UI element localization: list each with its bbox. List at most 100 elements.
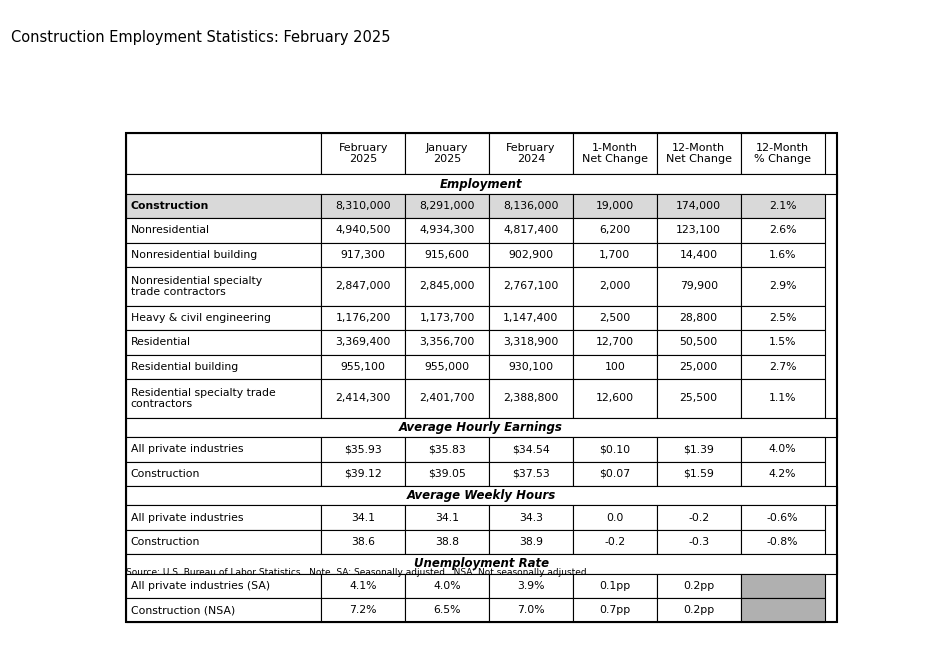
Bar [489,505,573,529]
Text: 1.6%: 1.6% [768,250,797,260]
Text: 34.1: 34.1 [351,512,375,523]
Bar [657,437,740,461]
Text: 8,136,000: 8,136,000 [504,201,559,211]
Bar [405,529,489,554]
Text: 12-Month
Net Change: 12-Month Net Change [665,143,732,165]
Bar [321,306,405,330]
Bar [573,355,657,379]
Bar [489,218,573,243]
Text: Average Hourly Earnings: Average Hourly Earnings [400,421,563,434]
Text: 8,310,000: 8,310,000 [335,201,391,211]
Bar [657,529,740,554]
Bar [405,437,489,461]
Text: Nonresidential building: Nonresidential building [131,250,257,260]
Text: 1,176,200: 1,176,200 [335,313,391,323]
Text: $37.53: $37.53 [512,469,549,479]
Text: -0.3: -0.3 [688,537,709,547]
Text: 34.3: 34.3 [519,512,543,523]
Bar [657,574,740,598]
Bar [573,218,657,243]
Text: 38.6: 38.6 [351,537,375,547]
Bar [125,355,321,379]
Bar [125,598,321,623]
Bar [740,218,825,243]
Text: 3.9%: 3.9% [518,581,545,591]
Text: 34.1: 34.1 [435,512,459,523]
Text: 3,318,900: 3,318,900 [504,338,559,348]
Bar [657,306,740,330]
Bar [657,194,740,218]
Text: February
2025: February 2025 [339,143,388,165]
Text: 14,400: 14,400 [680,250,718,260]
Bar [489,330,573,355]
Text: Residential building: Residential building [131,362,238,372]
Bar [740,306,825,330]
Text: 38.8: 38.8 [435,537,459,547]
Bar [573,598,657,623]
Bar [489,243,573,267]
Text: 955,000: 955,000 [424,362,470,372]
Text: $0.10: $0.10 [599,444,630,454]
Bar [489,574,573,598]
Text: Residential: Residential [131,338,191,348]
Text: 4,940,500: 4,940,500 [335,225,391,235]
Text: 2.5%: 2.5% [768,313,797,323]
Bar [657,330,740,355]
Bar [125,461,321,486]
Bar [125,379,321,418]
Bar [657,505,740,529]
Text: 12,700: 12,700 [595,338,634,348]
Text: 955,100: 955,100 [341,362,386,372]
Bar [740,505,825,529]
Bar [321,598,405,623]
Text: Construction: Construction [131,469,200,479]
Bar [573,505,657,529]
Text: 0.7pp: 0.7pp [599,605,631,615]
Text: Heavy & civil engineering: Heavy & civil engineering [131,313,271,323]
Bar [125,554,837,574]
Bar [740,133,825,175]
Text: 7.2%: 7.2% [349,605,377,615]
Text: 917,300: 917,300 [341,250,386,260]
Text: 4,817,400: 4,817,400 [504,225,559,235]
Bar [573,574,657,598]
Bar [405,574,489,598]
Text: -0.8%: -0.8% [767,537,798,547]
Text: 4,934,300: 4,934,300 [419,225,475,235]
Text: 2,845,000: 2,845,000 [419,282,475,292]
Text: Nonresidential specialty
trade contractors: Nonresidential specialty trade contracto… [131,276,262,297]
Bar [125,505,321,529]
Bar [573,267,657,306]
Text: 123,100: 123,100 [676,225,721,235]
Bar [321,437,405,461]
Text: 2,388,800: 2,388,800 [504,393,559,403]
Bar [573,133,657,175]
Text: 8,291,000: 8,291,000 [419,201,475,211]
Text: 4.1%: 4.1% [349,581,377,591]
Text: 174,000: 174,000 [676,201,722,211]
Bar [573,379,657,418]
Text: $1.39: $1.39 [683,444,714,454]
Text: 7.0%: 7.0% [517,605,545,615]
Bar [573,461,657,486]
Bar [125,418,837,437]
Text: 1,173,700: 1,173,700 [419,313,475,323]
Text: 28,800: 28,800 [680,313,718,323]
Text: $34.54: $34.54 [512,444,549,454]
Bar [405,243,489,267]
Bar [125,133,321,175]
Text: 19,000: 19,000 [595,201,634,211]
Bar [740,461,825,486]
Text: 1,700: 1,700 [599,250,631,260]
Bar [740,529,825,554]
Bar [740,243,825,267]
Bar [321,355,405,379]
Bar [573,243,657,267]
Text: 50,500: 50,500 [680,338,718,348]
Bar [125,486,837,505]
Bar [657,461,740,486]
Bar [321,194,405,218]
Bar [657,267,740,306]
Text: February
2024: February 2024 [506,143,556,165]
Bar [489,529,573,554]
